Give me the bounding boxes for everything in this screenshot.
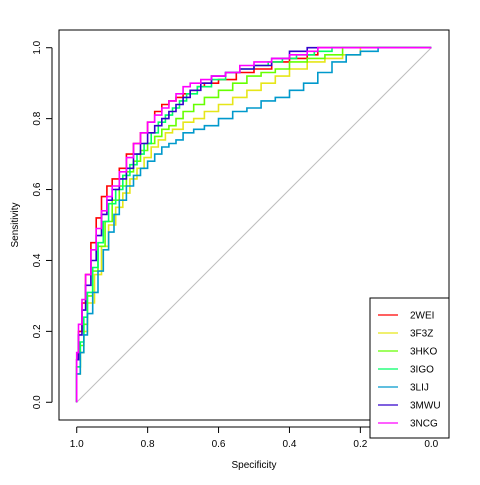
x-tick-label: 0.0	[424, 439, 438, 450]
legend-label-3hko: 3HKO	[410, 347, 437, 358]
x-tick-label: 0.4	[283, 439, 297, 450]
y-tick-label: 0.4	[32, 253, 43, 267]
legend-label-3mwu: 3MWU	[410, 401, 441, 412]
series-line-3ncg	[75, 46, 432, 403]
y-tick-label: 0.8	[32, 111, 43, 125]
y-tick-label: 1.0	[32, 40, 43, 54]
series-line-3f3z	[75, 46, 432, 403]
legend-label-2wei: 2WEI	[410, 311, 434, 322]
x-axis-label: Specificity	[231, 460, 276, 471]
legend-label-3f3z: 3F3Z	[410, 329, 433, 340]
y-tick-label: 0.0	[32, 395, 43, 409]
reference-diagonal-layer	[76, 47, 432, 403]
x-tick-label: 0.6	[212, 439, 226, 450]
y-tick-label: 0.2	[32, 324, 43, 338]
legend-label-3lij: 3LIJ	[410, 383, 429, 394]
reference-diagonal-line	[76, 47, 432, 403]
series-line-3lij	[75, 46, 432, 403]
x-tick-label: 1.0	[70, 439, 84, 450]
series-layer	[75, 46, 432, 403]
y-tick-label: 0.6	[32, 182, 43, 196]
series-line-2wei	[75, 46, 432, 403]
legend-box	[369, 297, 450, 439]
x-tick-label: 0.8	[141, 439, 155, 450]
legend: 2WEI 3F3Z 3HKO 3IGO 3LIJ 3MWU 3NCG	[369, 297, 450, 439]
legend-label-3ncg: 3NCG	[410, 419, 438, 430]
series-line-3mwu	[75, 46, 432, 403]
y-axis: 0.0 0.2 0.4 0.6 0.8 1.0	[32, 40, 53, 409]
y-axis-label: Sensitivity	[10, 202, 21, 247]
x-tick-label: 0.2	[353, 439, 367, 450]
plot-frame	[58, 29, 450, 421]
legend-label-3igo: 3IGO	[410, 365, 434, 376]
series-line-3hko	[75, 46, 432, 403]
